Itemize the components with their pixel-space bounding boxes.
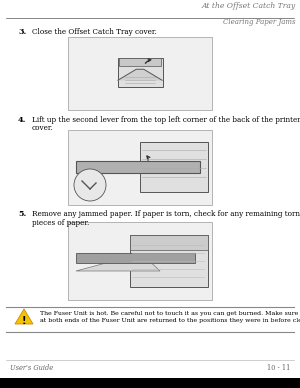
Circle shape	[74, 169, 106, 201]
Bar	[68, 37, 212, 110]
Bar	[130, 235, 208, 250]
FancyArrowPatch shape	[147, 156, 150, 160]
Text: !: !	[22, 316, 26, 326]
Bar	[118, 58, 163, 87]
FancyArrowPatch shape	[146, 59, 151, 63]
Bar	[68, 222, 212, 300]
Bar	[76, 253, 195, 263]
Text: Close the Offset Catch Tray cover.: Close the Offset Catch Tray cover.	[32, 28, 157, 36]
Text: 4.: 4.	[18, 116, 26, 124]
Text: The Fuser Unit is hot. Be careful not to touch it as you can get burned. Make su: The Fuser Unit is hot. Be careful not to…	[40, 311, 300, 316]
Text: at both ends of the Fuser Unit are returned to the positions they were in before: at both ends of the Fuser Unit are retur…	[40, 318, 300, 323]
Text: Remove any jammed paper. If paper is torn, check for any remaining torn pieces o: Remove any jammed paper. If paper is tor…	[32, 210, 300, 227]
Polygon shape	[76, 256, 160, 271]
Bar	[119, 58, 161, 66]
Text: Lift up the second lever from the top left corner of the back of the printer to : Lift up the second lever from the top le…	[32, 116, 300, 124]
Polygon shape	[15, 309, 33, 324]
Bar	[0, 378, 300, 388]
Text: 5.: 5.	[18, 210, 26, 218]
Text: Clearing Paper Jams: Clearing Paper Jams	[224, 18, 296, 26]
Text: 3.: 3.	[18, 28, 26, 36]
Bar	[140, 142, 208, 192]
Bar	[76, 161, 200, 173]
Bar	[130, 235, 208, 287]
Text: 10 - 11: 10 - 11	[267, 364, 290, 372]
Bar	[68, 130, 212, 205]
Text: At the Offset Catch Tray: At the Offset Catch Tray	[202, 2, 296, 10]
Text: cover.: cover.	[32, 124, 54, 132]
Text: User's Guide: User's Guide	[10, 364, 53, 372]
Polygon shape	[118, 69, 163, 80]
